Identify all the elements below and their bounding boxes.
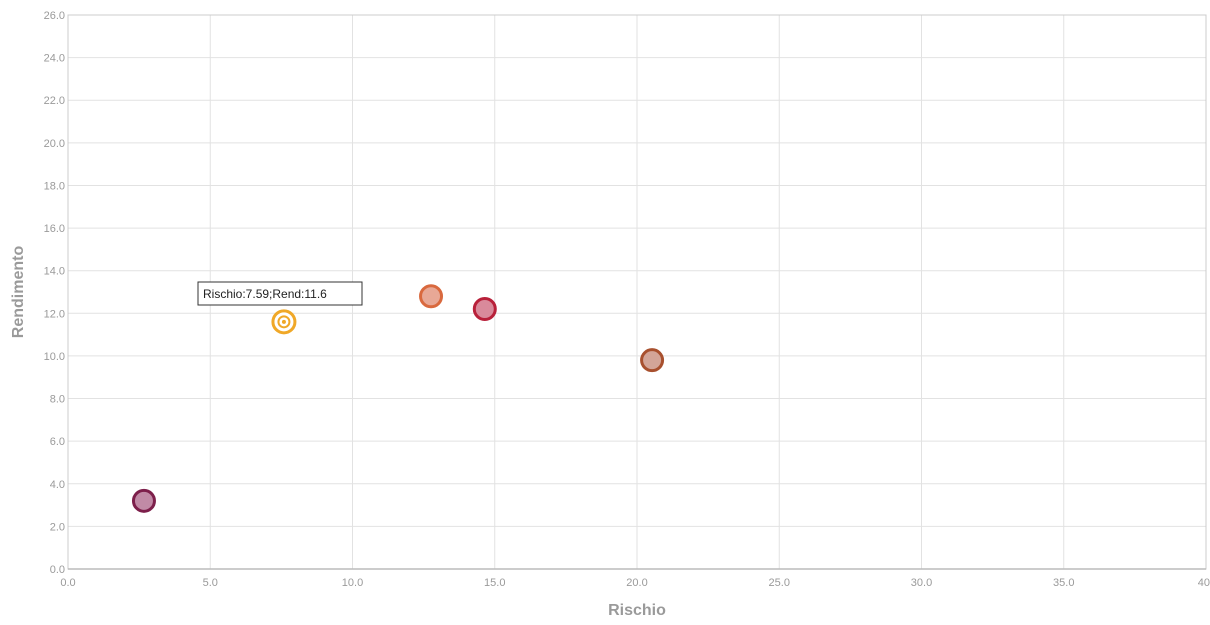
x-tick-label: 30.0 [911,577,932,589]
data-point [419,284,444,309]
data-point [131,488,156,513]
x-tick-label: 20.0 [626,577,647,589]
y-tick-label: 2.0 [50,521,65,533]
y-tick-label: 10.0 [44,351,65,363]
y-tick-label: 6.0 [50,436,65,448]
x-tick-label: 10.0 [342,577,363,589]
x-tick-label: 35.0 [1053,577,1074,589]
tooltip-box [197,281,363,306]
x-tick-label: 0.0 [60,577,75,589]
x-tick-label: 40 [1198,577,1210,589]
tooltip-text: Rischio:7.59;Rend:11.6 [203,287,327,301]
y-tick-label: 0.0 [50,564,65,576]
data-points [131,284,665,513]
data-point [640,348,665,373]
x-tick-label: 25.0 [769,577,790,589]
y-tick-label: 24.0 [44,53,65,65]
y-tick-label: 20.0 [44,138,65,150]
y-tick-label: 22.0 [44,95,65,107]
axes [67,14,1207,570]
data-point-highlight-center [281,319,286,324]
y-tick-label: 26.0 [44,10,65,22]
y-tick-label: 12.0 [44,308,65,320]
data-point [472,297,497,322]
x-axis-title: Rischio [608,602,666,619]
y-axis-title: Rendimento [10,246,27,339]
y-tick-label: 8.0 [50,394,65,406]
y-tick-label: 14.0 [44,266,65,278]
x-tick-label: 5.0 [203,577,218,589]
y-tick-label: 18.0 [44,180,65,192]
tick-labels: 0.0 5.0 10.0 15.0 20.0 25.0 30.0 35.0 40 0.0 2.0 4.… [44,10,1210,589]
y-tick-label: 4.0 [50,479,65,491]
x-tick-label: 15.0 [484,577,505,589]
tooltip: Rischio:7.59;Rend:11.6 [197,281,363,306]
y-tick-label: 16.0 [44,223,65,235]
